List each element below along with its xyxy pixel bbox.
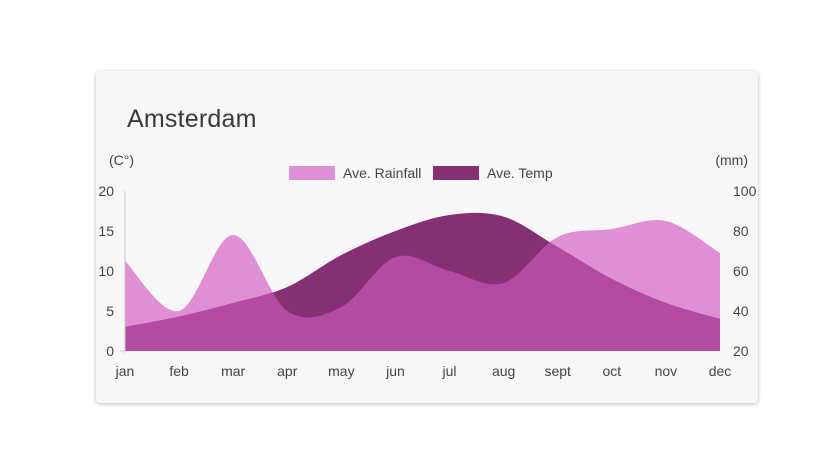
- y-right-tick-label: 20: [733, 343, 749, 359]
- y-right-ticks: 20 40 60 80 100: [733, 183, 757, 359]
- y-left-tick-label: 10: [98, 263, 114, 279]
- x-tick-label: jul: [442, 363, 457, 379]
- chart-card: Amsterdam (C°) (mm) Ave. Rainfall Ave. T…: [96, 71, 758, 403]
- y-left-tick-label: 20: [98, 183, 114, 199]
- legend-swatch-rainfall: [289, 166, 335, 180]
- x-tick-label: may: [328, 363, 354, 379]
- y-left-ticks: 0 5 10 15 20: [98, 183, 114, 359]
- legend: Ave. Rainfall Ave. Temp: [289, 165, 553, 181]
- x-tick-label: dec: [709, 363, 732, 379]
- x-ticks: jan feb mar apr may jun jul aug sept oct nov dec: [115, 363, 732, 379]
- area-chart: (C°) (mm) Ave. Rainfall Ave. Temp 0 5 10 15…: [98, 152, 757, 379]
- y-right-tick-label: 60: [733, 263, 749, 279]
- y-left-tick-label: 15: [98, 223, 114, 239]
- y-right-axis-label: (mm): [715, 152, 748, 168]
- chart-title: Amsterdam: [127, 105, 257, 133]
- y-left-tick-label: 5: [106, 303, 114, 319]
- x-tick-label: nov: [655, 363, 678, 379]
- x-tick-label: jun: [385, 363, 405, 379]
- x-tick-label: oct: [602, 363, 621, 379]
- y-left-axis-label: (C°): [109, 152, 134, 168]
- legend-label-temp: Ave. Temp: [487, 165, 553, 181]
- y-left-tick-label: 0: [106, 343, 114, 359]
- y-right-tick-label: 100: [733, 183, 757, 199]
- x-tick-label: apr: [277, 363, 298, 379]
- y-right-tick-label: 40: [733, 303, 749, 319]
- overlap-area: [125, 220, 720, 351]
- legend-label-rainfall: Ave. Rainfall: [343, 165, 421, 181]
- x-tick-label: jan: [115, 363, 135, 379]
- x-tick-label: feb: [169, 363, 189, 379]
- x-tick-label: sept: [544, 363, 571, 379]
- x-tick-label: aug: [492, 363, 515, 379]
- legend-swatch-temp: [433, 166, 479, 180]
- x-tick-label: mar: [221, 363, 245, 379]
- y-right-tick-label: 80: [733, 223, 749, 239]
